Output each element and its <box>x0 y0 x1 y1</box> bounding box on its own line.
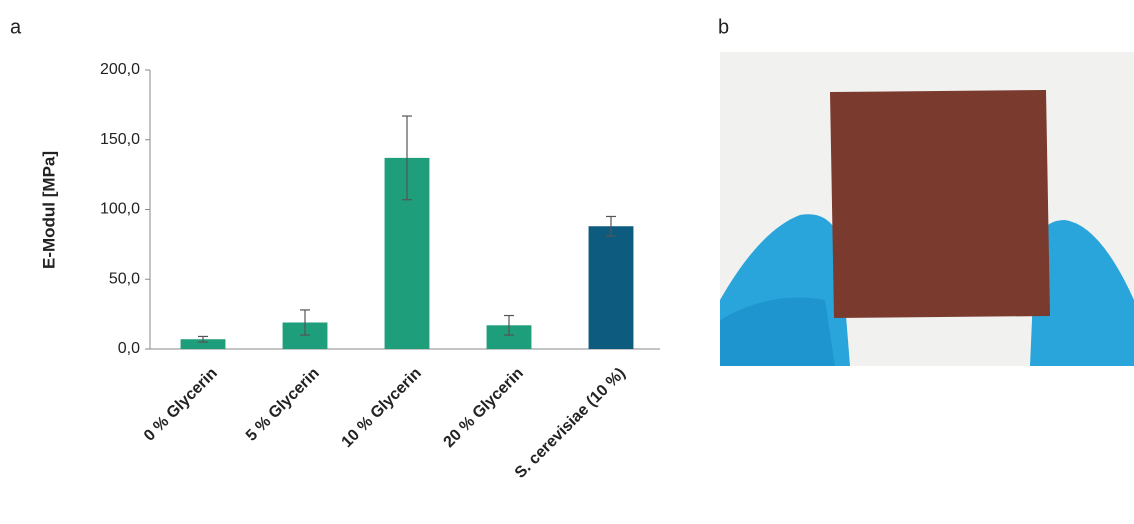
sample-sheet <box>830 90 1050 318</box>
page: a b E-Modul [MPa] 0,0 50,0 100,0 150,0 200,0… <box>0 0 1134 524</box>
figure: a b E-Modul [MPa] 0,0 50,0 100,0 150,0 200,0… <box>0 0 1134 524</box>
x-tick-label: 20 % Glycerin <box>441 365 527 451</box>
x-tick-label: 10 % Glycerin <box>339 365 425 451</box>
x-tick-label: 5 % Glycerin <box>243 365 323 445</box>
panel-label: b <box>718 16 729 38</box>
bar <box>589 226 634 349</box>
y-axis-label: E-Modul [MPa] <box>39 151 58 269</box>
y-tick-label: 0,0 <box>118 340 140 357</box>
x-tick-label: 0 % Glycerin <box>141 365 221 445</box>
y-tick-label: 50,0 <box>109 270 140 287</box>
x-tick-label: S. cerevisiae (10 %) <box>512 365 629 482</box>
y-tick-label: 100,0 <box>100 201 140 218</box>
photo <box>720 52 1134 366</box>
y-tick-label: 200,0 <box>100 61 140 78</box>
y-tick-label: 150,0 <box>100 131 140 148</box>
panel-label: a <box>10 16 22 38</box>
